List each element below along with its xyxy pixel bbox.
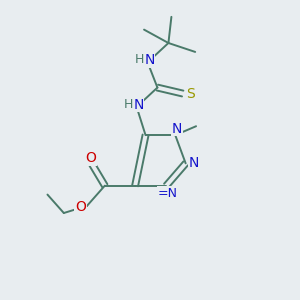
Text: O: O [75, 200, 86, 214]
Text: N: N [188, 156, 199, 170]
Text: N: N [144, 53, 154, 67]
Text: N: N [133, 98, 144, 112]
Text: N: N [172, 122, 182, 136]
Text: H: H [124, 98, 133, 111]
Text: S: S [186, 86, 195, 100]
Text: O: O [85, 151, 96, 165]
Text: H: H [135, 53, 144, 66]
Text: =N: =N [157, 187, 177, 200]
